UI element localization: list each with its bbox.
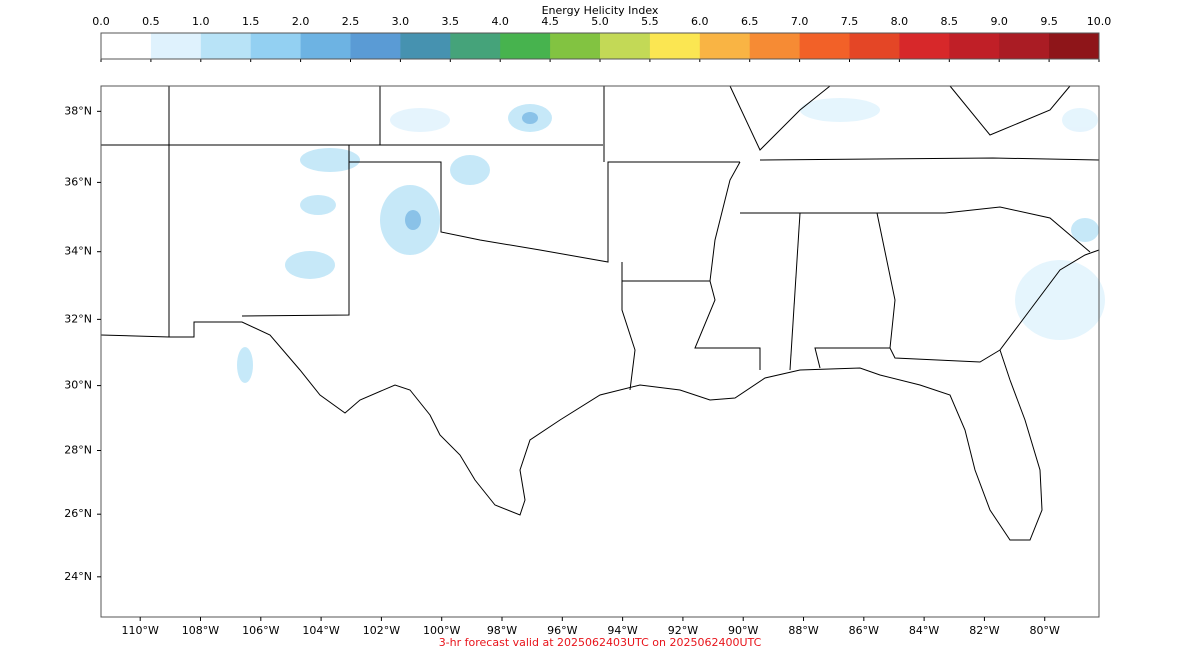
- colorbar-swatch: [899, 33, 950, 59]
- colorbar-swatch: [350, 33, 401, 59]
- colorbar-tick-label: 4.0: [491, 15, 509, 28]
- lon-label: 96°W: [547, 624, 577, 637]
- colorbar-swatch: [699, 33, 751, 59]
- lon-label: 100°W: [423, 624, 460, 637]
- colorbar-tick-label: 5.0: [591, 15, 609, 28]
- boundaries: [100, 85, 1100, 541]
- colorbar-swatch: [200, 33, 252, 59]
- forecast-footer: 3-hr forecast valid at 2025062403UTC on …: [439, 636, 762, 649]
- lon-label: 110°W: [122, 624, 159, 637]
- colorbar-swatch: [949, 33, 1000, 59]
- colorbar-swatch: [400, 33, 451, 59]
- lat-label: 28°N: [64, 443, 92, 456]
- colorbar-swatch: [649, 33, 701, 59]
- colorbar-frame: [100, 32, 1100, 60]
- lon-label: 80°W: [1030, 624, 1060, 637]
- colorbar-swatch: [799, 33, 850, 59]
- lon-label: 98°W: [487, 624, 517, 637]
- colorbar-tick-label: 3.5: [442, 15, 460, 28]
- colorbar-tick-label: 10.0: [1087, 15, 1112, 28]
- lat-label: 26°N: [64, 507, 92, 520]
- map-axes: 38°N 36°N 34°N 32°N 30°N 28°N 26°N 24°N 110°W 108…: [64, 104, 1060, 637]
- colorbar-tick-label: 3.0: [392, 15, 410, 28]
- colorbar-swatch: [550, 33, 601, 59]
- lat-label: 36°N: [64, 175, 92, 188]
- colorbar-swatch: [500, 33, 551, 59]
- lon-label: 108°W: [182, 624, 219, 637]
- colorbar-tick-label: 2.0: [292, 15, 310, 28]
- colorbar-tick-label: 1.5: [242, 15, 260, 28]
- colorbar-swatch: [1049, 33, 1100, 59]
- colorbar-tick-label: 8.0: [891, 15, 909, 28]
- colorbar-tick-label: 9.5: [1040, 15, 1058, 28]
- colorbar-tick-label: 9.0: [990, 15, 1008, 28]
- colorbar-tick-label: 5.5: [641, 15, 659, 28]
- colorbar-swatch: [849, 33, 900, 59]
- colorbar-tick-label: 1.0: [192, 15, 210, 28]
- colorbar-swatch: [600, 33, 651, 59]
- colorbar-swatch: [150, 33, 202, 59]
- colorbar-swatch: [450, 33, 501, 59]
- lon-label: 104°W: [302, 624, 339, 637]
- colorbar-tick-label: 4.5: [541, 15, 559, 28]
- lon-label: 84°W: [909, 624, 939, 637]
- colorbar-swatch: [300, 33, 351, 59]
- colorbar-title: Energy Helicity Index: [542, 4, 659, 17]
- lon-label: 82°W: [969, 624, 999, 637]
- lon-label: 94°W: [607, 624, 637, 637]
- lat-label: 34°N: [64, 245, 92, 258]
- lon-label: 90°W: [728, 624, 758, 637]
- colorbar-tick-label: 0.0: [92, 15, 110, 28]
- lon-label: 92°W: [668, 624, 698, 637]
- colorbar-tick-label: 2.5: [342, 15, 360, 28]
- colorbar-tick-label: 6.0: [691, 15, 709, 28]
- colorbar-swatch: [101, 33, 152, 59]
- lon-label: 88°W: [788, 624, 818, 637]
- lat-label: 24°N: [64, 570, 92, 583]
- lat-label: 30°N: [64, 379, 92, 392]
- colorbar: 0.0 0.5 1.0 1.5 2.0 2.5 3.0 3.5 4.0 4.5 5.0 5.5 6.0 6…: [92, 15, 1111, 62]
- lat-label: 38°N: [64, 104, 92, 117]
- lat-label: 32°N: [64, 312, 92, 325]
- colorbar-tick-label: 8.5: [941, 15, 959, 28]
- colorbar-tick-label: 7.0: [791, 15, 809, 28]
- colorbar-swatch: [749, 33, 801, 59]
- colorbar-swatch: [250, 33, 302, 59]
- precip-areas: [237, 98, 1105, 383]
- colorbar-tick-label: 7.5: [841, 15, 859, 28]
- colorbar-tick-label: 6.5: [741, 15, 759, 28]
- colorbar-tick-label: 0.5: [142, 15, 160, 28]
- colorbar-swatch: [999, 33, 1050, 59]
- lon-label: 86°W: [849, 624, 879, 637]
- lon-label: 102°W: [363, 624, 400, 637]
- lon-label: 106°W: [242, 624, 279, 637]
- map-frame: [100, 85, 1100, 618]
